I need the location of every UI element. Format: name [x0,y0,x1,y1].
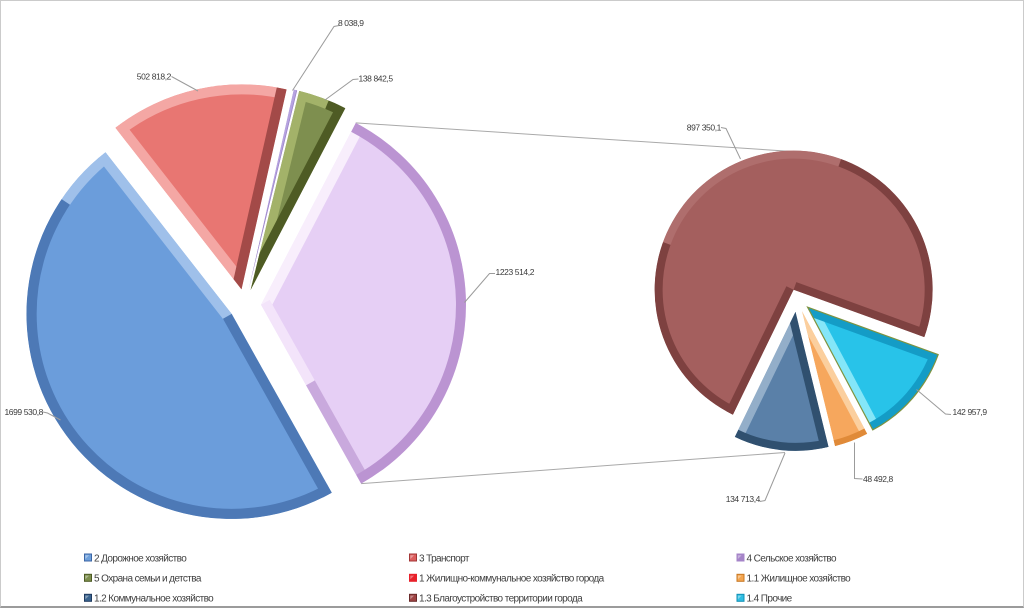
svg-text:502 818,2: 502 818,2 [137,72,172,82]
svg-text:1.4 Прочие: 1.4 Прочие [747,594,793,605]
svg-text:48 492,8: 48 492,8 [863,474,894,484]
svg-text:1699 530,8: 1699 530,8 [4,407,43,417]
svg-text:1223 514,2: 1223 514,2 [496,267,535,277]
svg-text:1.2 Коммунальное хозяйство: 1.2 Коммунальное хозяйство [94,594,214,605]
svg-text:1.3 Благоустройство территории: 1.3 Благоустройство территории города [419,594,583,605]
svg-text:138 842,5: 138 842,5 [359,74,394,84]
svg-text:2 Дорожное хозяйство: 2 Дорожное хозяйство [94,553,187,564]
svg-text:4 Сельское хозяйство: 4 Сельское хозяйство [747,553,838,564]
svg-text:1 Жилищно-коммунальное хозяйс: 1 Жилищно-коммунальное хозяйство города [419,574,605,585]
svg-text:134 713,4: 134 713,4 [726,494,761,504]
svg-text:8 038,9: 8 038,9 [338,18,364,28]
svg-text:1.1 Жилищное хозяйство: 1.1 Жилищное хозяйство [747,574,852,585]
svg-text:3 Транспорт: 3 Транспорт [419,553,470,564]
svg-text:5 Охрана семьи и детства: 5 Охрана семьи и детства [94,574,202,585]
svg-text:142 957,9: 142 957,9 [953,407,988,417]
svg-text:897 350,1: 897 350,1 [687,123,722,133]
